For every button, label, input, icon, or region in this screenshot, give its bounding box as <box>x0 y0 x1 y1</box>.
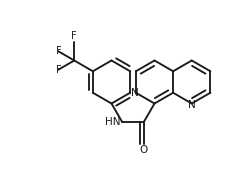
Text: O: O <box>140 145 148 155</box>
Text: N: N <box>131 88 139 98</box>
Text: F: F <box>71 31 77 41</box>
Text: HN: HN <box>105 117 120 127</box>
Text: F: F <box>56 65 61 75</box>
Text: F: F <box>56 46 61 56</box>
Text: N: N <box>188 99 196 109</box>
